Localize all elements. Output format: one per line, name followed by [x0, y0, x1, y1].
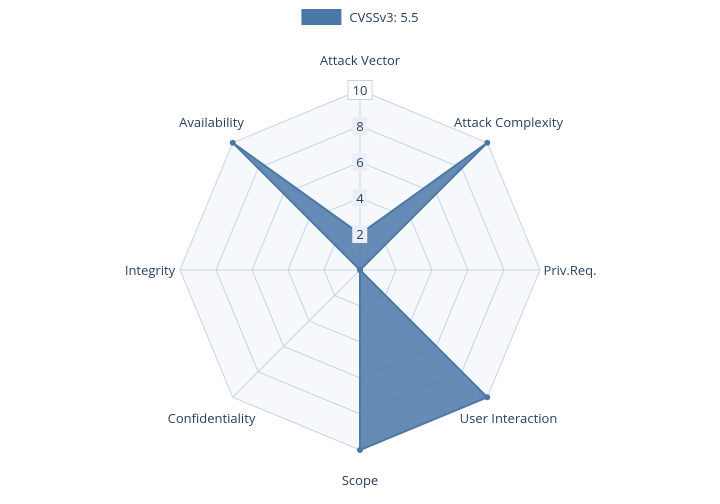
- radar-svg: [0, 0, 720, 504]
- radar-chart: CVSSv3: 5.5 Attack VectorAttack Complexi…: [0, 0, 720, 504]
